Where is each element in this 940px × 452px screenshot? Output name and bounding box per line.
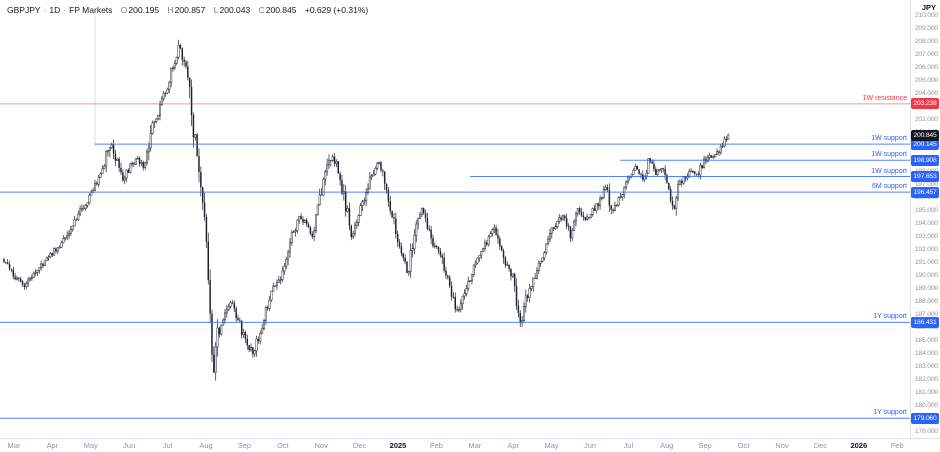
price-tick: 209.000 bbox=[914, 25, 938, 32]
plot-area: GBPJPY · 1D · FP Markets O200.195 H200.857 L… bbox=[0, 0, 910, 438]
time-tick: Sep bbox=[237, 441, 252, 450]
time-tick: Jul bbox=[162, 441, 173, 450]
provider-label: FP Markets bbox=[69, 5, 113, 15]
time-tick: Dec bbox=[352, 441, 367, 450]
price-tick: 192.000 bbox=[914, 246, 938, 253]
ohlc-open-label: O bbox=[120, 5, 128, 15]
ohlc-low-value: 200.043 bbox=[219, 5, 251, 15]
level-label: 1W support bbox=[870, 167, 908, 176]
time-tick: Jul bbox=[623, 441, 634, 450]
timeframe-label: 1D bbox=[49, 5, 61, 15]
time-tick: Aug bbox=[199, 441, 213, 450]
time-tick: Jun bbox=[583, 441, 597, 450]
ohlc-close-value: 200.845 bbox=[265, 5, 297, 15]
price-tick: 210.000 bbox=[914, 12, 938, 19]
symbol-name: GBPJPY bbox=[7, 5, 41, 15]
price-tick: 207.000 bbox=[914, 51, 938, 58]
price-badge: 186.431 bbox=[911, 316, 939, 328]
price-tick: 189.000 bbox=[914, 285, 938, 292]
price-axis[interactable]: JPY 210.000 209.000 208.000 207.000 206.000 2… bbox=[911, 0, 940, 438]
time-tick: May bbox=[544, 441, 559, 450]
axis-currency-label: JPY bbox=[921, 3, 936, 12]
level-label: 1W support bbox=[870, 151, 908, 160]
price-tick: 197.000 bbox=[914, 181, 938, 188]
price-tick: 185.000 bbox=[914, 337, 938, 344]
time-tick: Sep bbox=[698, 441, 712, 450]
level-label: 1W resistance bbox=[861, 94, 908, 103]
time-tick: Mar bbox=[7, 441, 21, 450]
ohlc-low-label: L bbox=[213, 5, 219, 15]
price-badge: 198.908 bbox=[911, 154, 939, 166]
time-tick: Nov bbox=[775, 441, 789, 450]
ohlc-change: +0.629 (+0.31%) bbox=[304, 5, 369, 15]
price-tick: 205.000 bbox=[914, 77, 938, 84]
time-tick: Feb bbox=[429, 441, 443, 450]
time-tick: May bbox=[83, 441, 98, 450]
ohlc-open-value: 200.195 bbox=[128, 5, 160, 15]
time-tick: Nov bbox=[314, 441, 328, 450]
price-tick: 195.000 bbox=[914, 207, 938, 214]
axis-separator-vertical bbox=[910, 0, 911, 439]
price-badge: 203.238 bbox=[911, 98, 939, 110]
symbol-title[interactable]: GBPJPY · 1D · FP Markets bbox=[7, 5, 112, 15]
symbol-legend: GBPJPY · 1D · FP Markets O200.195 H200.857 L… bbox=[7, 5, 368, 15]
time-tick: Feb bbox=[890, 441, 904, 450]
price-tick: 187.000 bbox=[914, 311, 938, 318]
level-label: 1Y support bbox=[872, 313, 908, 322]
price-badge: 196.457 bbox=[911, 186, 939, 198]
legend-separator: · bbox=[63, 5, 67, 15]
time-tick: Mar bbox=[468, 441, 482, 450]
ohlc-close-label: C bbox=[258, 5, 265, 15]
price-tick: 178.000 bbox=[914, 428, 938, 435]
ohlc-high-value: 200.857 bbox=[174, 5, 206, 15]
time-tick: Apr bbox=[46, 441, 59, 450]
ohlc-high-label: H bbox=[167, 5, 174, 15]
time-tick: Oct bbox=[737, 441, 750, 450]
time-tick: 2025 bbox=[389, 441, 407, 450]
price-tick: 206.000 bbox=[914, 64, 938, 71]
time-tick: Dec bbox=[813, 441, 828, 450]
price-badge: 179.060 bbox=[911, 412, 939, 424]
price-tick: 204.000 bbox=[914, 90, 938, 97]
price-tick: 190.000 bbox=[914, 272, 938, 279]
axis-separator-horizontal bbox=[0, 438, 940, 439]
level-label: 6M support bbox=[870, 183, 908, 192]
price-tick: 194.000 bbox=[914, 220, 938, 227]
candles-svg[interactable] bbox=[0, 0, 910, 438]
price-tick: 202.000 bbox=[914, 116, 938, 123]
price-badge: 200.845 bbox=[911, 129, 939, 141]
time-tick: 2026 bbox=[850, 441, 868, 450]
price-badge: 200.145 bbox=[911, 138, 939, 150]
time-tick: Apr bbox=[507, 441, 520, 450]
price-tick: 183.000 bbox=[914, 363, 938, 370]
price-tick: 193.000 bbox=[914, 233, 938, 240]
time-tick: Oct bbox=[276, 441, 289, 450]
price-tick: 181.000 bbox=[914, 389, 938, 396]
price-tick: 182.000 bbox=[914, 376, 938, 383]
price-tick: 208.000 bbox=[914, 38, 938, 45]
level-label: 1Y support bbox=[872, 409, 908, 418]
legend-separator: · bbox=[43, 5, 47, 15]
level-label: 1W support bbox=[870, 135, 908, 144]
time-tick: Aug bbox=[660, 441, 674, 450]
time-tick: Jun bbox=[123, 441, 136, 450]
price-tick: 188.000 bbox=[914, 298, 938, 305]
price-tick: 191.000 bbox=[914, 259, 938, 266]
price-tick: 184.000 bbox=[914, 350, 938, 357]
price-tick: 180.000 bbox=[914, 402, 938, 409]
price-badge: 197.653 bbox=[911, 171, 939, 182]
time-axis[interactable]: Mar Apr May Jun Jul Aug Sep Oct Nov Dec 2025 Feb Mar… bbox=[0, 439, 940, 452]
